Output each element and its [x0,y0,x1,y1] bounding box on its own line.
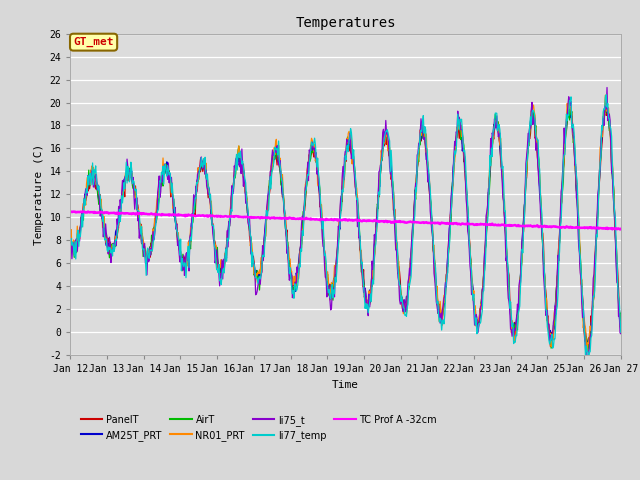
Y-axis label: Temperature (C): Temperature (C) [34,144,44,245]
X-axis label: Time: Time [332,380,359,390]
Legend: PanelT, AM25T_PRT, AirT, NR01_PRT, li75_t, li77_temp, TC Prof A -32cm: PanelT, AM25T_PRT, AirT, NR01_PRT, li75_… [81,415,437,442]
Text: GT_met: GT_met [74,37,114,47]
Title: Temperatures: Temperatures [295,16,396,30]
